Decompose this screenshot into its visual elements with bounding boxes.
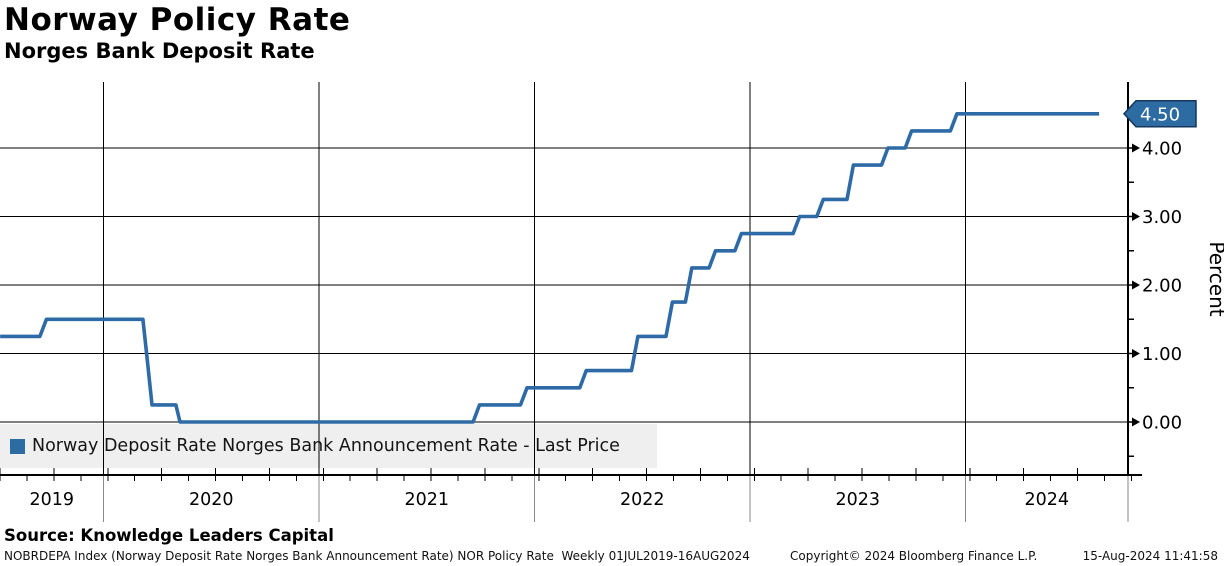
page-title: Norway Policy Rate bbox=[4, 2, 351, 38]
source-credit: Source: Knowledge Leaders Capital bbox=[4, 526, 334, 545]
x-tick-label: 2021 bbox=[404, 490, 449, 510]
y-tick-arrowhead-icon bbox=[1132, 280, 1140, 290]
y-tick-arrowhead-icon bbox=[1132, 212, 1140, 221]
y-tick-label: 0.00 bbox=[1142, 413, 1182, 434]
last-price-badge bbox=[1122, 100, 1197, 128]
y-tick-label: 4.00 bbox=[1142, 139, 1182, 160]
rate-step-line bbox=[0, 112, 1100, 424]
x-tick-label: 2022 bbox=[620, 490, 665, 510]
timestamp: 15-Aug-2024 11:41:58 bbox=[1082, 549, 1218, 563]
y-tick-arrowhead-icon bbox=[1132, 143, 1140, 153]
y-tick-label: 3.00 bbox=[1142, 207, 1182, 228]
x-tick-label: 2019 bbox=[30, 490, 75, 510]
y-tick-label: 1.00 bbox=[1142, 344, 1182, 365]
y-tick-arrowhead-icon bbox=[1132, 349, 1140, 358]
y-tick-arrowhead-icon bbox=[1132, 417, 1140, 427]
y-tick-label: 2.00 bbox=[1142, 276, 1182, 297]
x-tick-label: 2020 bbox=[189, 490, 234, 510]
page-subtitle: Norges Bank Deposit Rate bbox=[4, 39, 315, 63]
ticker-description: NOBRDEPA Index (Norway Deposit Rate Norg… bbox=[4, 549, 750, 563]
copyright-notice: Copyright© 2024 Bloomberg Finance L.P. bbox=[790, 549, 1038, 563]
last-price-value: 4.50 bbox=[1140, 104, 1180, 125]
y-axis-title: Percent bbox=[1205, 241, 1224, 316]
x-tick-label: 2023 bbox=[835, 490, 880, 510]
legend-background bbox=[0, 424, 657, 468]
x-tick-label: 2024 bbox=[1024, 490, 1069, 510]
chart-header: Norway Policy Rate Norges Bank Deposit R… bbox=[4, 2, 350, 64]
